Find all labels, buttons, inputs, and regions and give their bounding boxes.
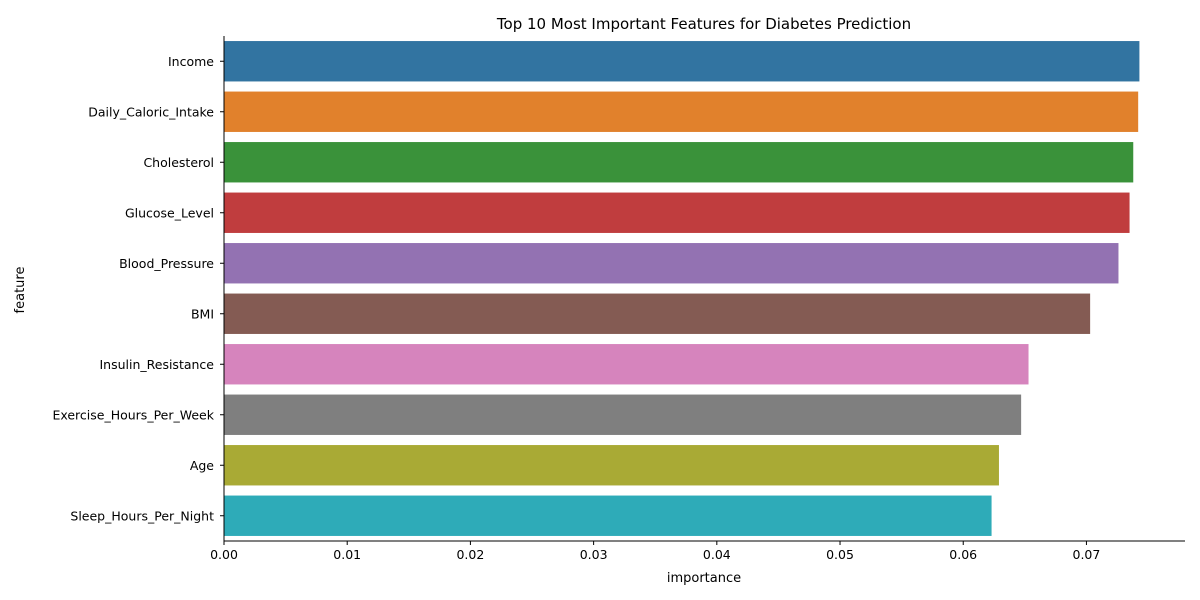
bars-group xyxy=(224,41,1140,536)
bar-glucose-level xyxy=(224,192,1130,233)
x-tick-label: 0.06 xyxy=(949,547,977,562)
y-tick-label: Glucose_Level xyxy=(125,205,214,220)
x-tick-label: 0.03 xyxy=(580,547,608,562)
bar-bmi xyxy=(224,293,1091,334)
y-tick-label: Exercise_Hours_Per_Week xyxy=(52,407,214,422)
x-tick-label: 0.01 xyxy=(333,547,361,562)
y-tick-label: Cholesterol xyxy=(143,155,214,170)
x-tick-label: 0.04 xyxy=(703,547,731,562)
bar-daily-caloric-intake xyxy=(224,91,1139,132)
x-tick-label: 0.05 xyxy=(826,547,854,562)
y-tick-label: Blood_Pressure xyxy=(119,256,214,271)
y-tick-label: BMI xyxy=(191,306,214,321)
bar-exercise-hours-per-week xyxy=(224,394,1022,435)
y-tick-label: Age xyxy=(190,458,214,473)
bar-income xyxy=(224,41,1140,82)
y-tick-labels: Income Daily_Caloric_Intake Cholesterol Glu… xyxy=(52,54,224,523)
bar-blood-pressure xyxy=(224,243,1119,284)
x-ticks: 0.00 0.01 0.02 0.03 0.04 0.05 0.06 0.07 xyxy=(210,541,1100,562)
x-tick-label: 0.07 xyxy=(1073,547,1101,562)
y-tick-label: Daily_Caloric_Intake xyxy=(88,104,214,119)
bar-cholesterol xyxy=(224,142,1134,183)
y-tick-label: Sleep_Hours_Per_Night xyxy=(70,508,214,523)
x-tick-label: 0.00 xyxy=(210,547,238,562)
bar-age xyxy=(224,445,999,486)
x-tick-label: 0.02 xyxy=(456,547,484,562)
bar-sleep-hours-per-night xyxy=(224,495,992,536)
chart-title: Top 10 Most Important Features for Diabe… xyxy=(496,15,911,33)
y-axis-title: feature xyxy=(13,267,28,314)
bar-insulin-resistance xyxy=(224,344,1029,385)
y-tick-label: Income xyxy=(168,54,214,69)
y-tick-label: Insulin_Resistance xyxy=(99,357,214,372)
x-axis-title: importance xyxy=(667,571,741,586)
